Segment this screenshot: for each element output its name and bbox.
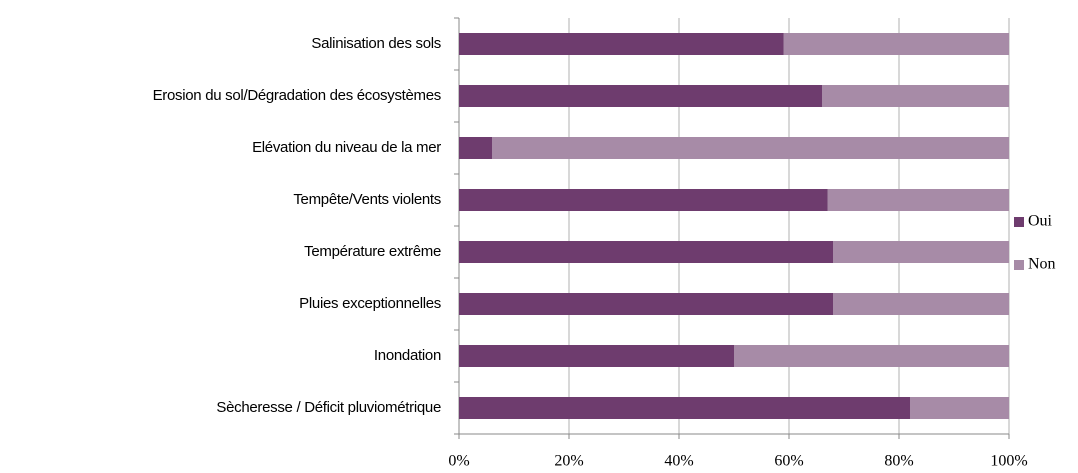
x-tick-label: 100%	[990, 453, 1027, 470]
bar-segment	[459, 345, 734, 367]
y-tick-label: Elévation du niveau de la mer	[252, 139, 441, 156]
bar-segment	[827, 189, 1009, 211]
bar-segment	[459, 293, 833, 315]
legend-swatch	[1014, 260, 1024, 270]
x-tick-label: 0%	[448, 453, 469, 470]
bar-segment	[910, 397, 1009, 419]
x-tick-label: 20%	[554, 453, 583, 470]
y-tick-label: Tempête/Vents violents	[293, 191, 441, 208]
bar-segment	[492, 137, 1009, 159]
x-tick-label: 60%	[774, 453, 803, 470]
bar-segment	[459, 85, 822, 107]
legend-label: Non	[1028, 256, 1056, 273]
x-tick-label: 80%	[884, 453, 913, 470]
y-tick-label: Température extrême	[304, 243, 441, 260]
legend-label: Oui	[1028, 213, 1053, 230]
y-tick-label: Salinisation des sols	[311, 35, 441, 52]
bar-segment	[833, 241, 1009, 263]
bar-segment	[833, 293, 1009, 315]
bar-segment	[734, 345, 1009, 367]
x-tick-label: 40%	[664, 453, 693, 470]
bar-segment	[459, 241, 833, 263]
y-tick-label: Sècheresse / Déficit pluviométrique	[216, 399, 441, 416]
y-tick-label: Erosion du sol/Dégradation des écosystèm…	[153, 87, 441, 104]
bar-segment	[459, 33, 784, 55]
y-tick-label: Inondation	[374, 347, 441, 364]
bar-segment	[459, 397, 910, 419]
bar-segment	[822, 85, 1009, 107]
bar-segment	[459, 189, 828, 211]
bar-segment	[783, 33, 1009, 55]
legend-swatch	[1014, 217, 1024, 227]
bar-segment	[459, 137, 492, 159]
y-tick-label: Pluies exceptionnelles	[299, 295, 441, 312]
